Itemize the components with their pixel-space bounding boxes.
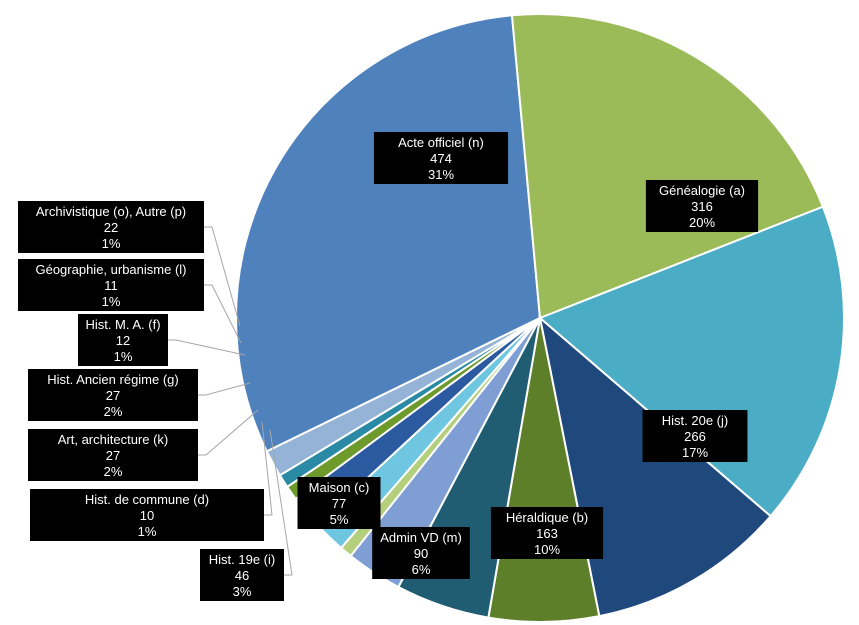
slice-name-label: Maison (c) [309, 480, 370, 495]
label-box [297, 477, 381, 529]
slice-percent-label: 2% [104, 464, 123, 479]
slice-name-label: Géographie, urbanisme (l) [35, 262, 186, 277]
slice-name-label: Hist. M. A. (f) [85, 317, 160, 332]
label-box [18, 259, 204, 311]
leader-line [261, 421, 273, 516]
slice-percent-label: 20% [689, 215, 715, 230]
slice-count-label: 10 [140, 508, 154, 523]
slice-percent-label: 17% [682, 445, 708, 460]
slice-count-label: 474 [430, 151, 452, 166]
pie-slice [538, 205, 846, 518]
label-box [372, 527, 470, 579]
label-box [645, 180, 759, 232]
slice-percent-label: 10% [534, 542, 560, 557]
slice-percent-label: 5% [330, 512, 349, 527]
slice-count-label: 46 [235, 568, 249, 583]
pie-slice [235, 14, 542, 453]
slice-percent-label: 1% [102, 236, 121, 251]
pie-slice [265, 317, 541, 477]
slice-percent-label: 1% [114, 349, 133, 364]
slice-name-label: Hist. 20e (j) [662, 413, 728, 428]
slice-percent-label: 2% [104, 404, 123, 419]
slice-count-label: 22 [104, 220, 118, 235]
leader-line [204, 226, 241, 327]
leader-lines [168, 226, 293, 576]
slice-count-label: 316 [691, 199, 713, 214]
slice-name-label: Généalogie (a) [659, 183, 745, 198]
slice-percent-label: 31% [428, 167, 454, 182]
slice-label: Maison (c)775% [297, 477, 381, 529]
pie-slices [235, 13, 846, 623]
leader-line [198, 409, 259, 456]
slice-label: Hist. de commune (d)101% [30, 489, 264, 541]
slice-percent-label: 6% [412, 562, 431, 577]
slice-count-label: 90 [414, 546, 428, 561]
label-box [490, 507, 604, 559]
label-box [200, 549, 284, 601]
slice-name-label: Art, architecture (k) [58, 432, 169, 447]
leader-line [168, 339, 246, 356]
slice-count-label: 266 [684, 429, 706, 444]
slice-label: Géographie, urbanisme (l)111% [18, 259, 204, 311]
slice-name-label: Hist. Ancien régime (g) [47, 372, 179, 387]
slice-name-label: Hist. 19e (i) [209, 552, 275, 567]
slice-percent-label: 1% [102, 294, 121, 309]
label-box [642, 410, 748, 462]
slice-count-label: 11 [104, 278, 118, 293]
slice-name-label: Hist. de commune (d) [85, 492, 209, 507]
slice-count-label: 27 [106, 448, 120, 463]
slice-label: Hist. 19e (i)463% [200, 549, 284, 601]
leader-line [269, 429, 293, 576]
label-box [28, 429, 198, 481]
label-box [18, 201, 204, 253]
leader-line [198, 382, 251, 396]
label-box [78, 314, 168, 366]
slice-label: Hist. M. A. (f)121% [78, 314, 168, 366]
slice-count-label: 27 [106, 388, 120, 403]
label-box [373, 132, 509, 184]
slice-percent-label: 3% [233, 584, 252, 599]
slice-label: Hist. Ancien régime (g)272% [28, 369, 198, 421]
leader-line [204, 284, 242, 344]
label-box [30, 489, 264, 541]
label-box [28, 369, 198, 421]
slice-label: Art, architecture (k)272% [28, 429, 198, 481]
slice-name-label: Archivistique (o), Autre (p) [36, 204, 186, 219]
slice-label: Admin VD (m)906% [372, 527, 470, 579]
slice-count-label: 163 [536, 526, 558, 541]
slice-percent-label: 1% [138, 524, 157, 539]
slice-name-label: Admin VD (m) [380, 530, 462, 545]
pie-slice [510, 13, 825, 320]
slice-count-label: 77 [332, 496, 346, 511]
slice-name-label: Acte officiel (n) [398, 135, 484, 150]
slice-label: Archivistique (o), Autre (p)221% [18, 201, 204, 253]
slice-name-label: Héraldique (b) [506, 510, 588, 525]
slice-count-label: 12 [116, 333, 130, 348]
